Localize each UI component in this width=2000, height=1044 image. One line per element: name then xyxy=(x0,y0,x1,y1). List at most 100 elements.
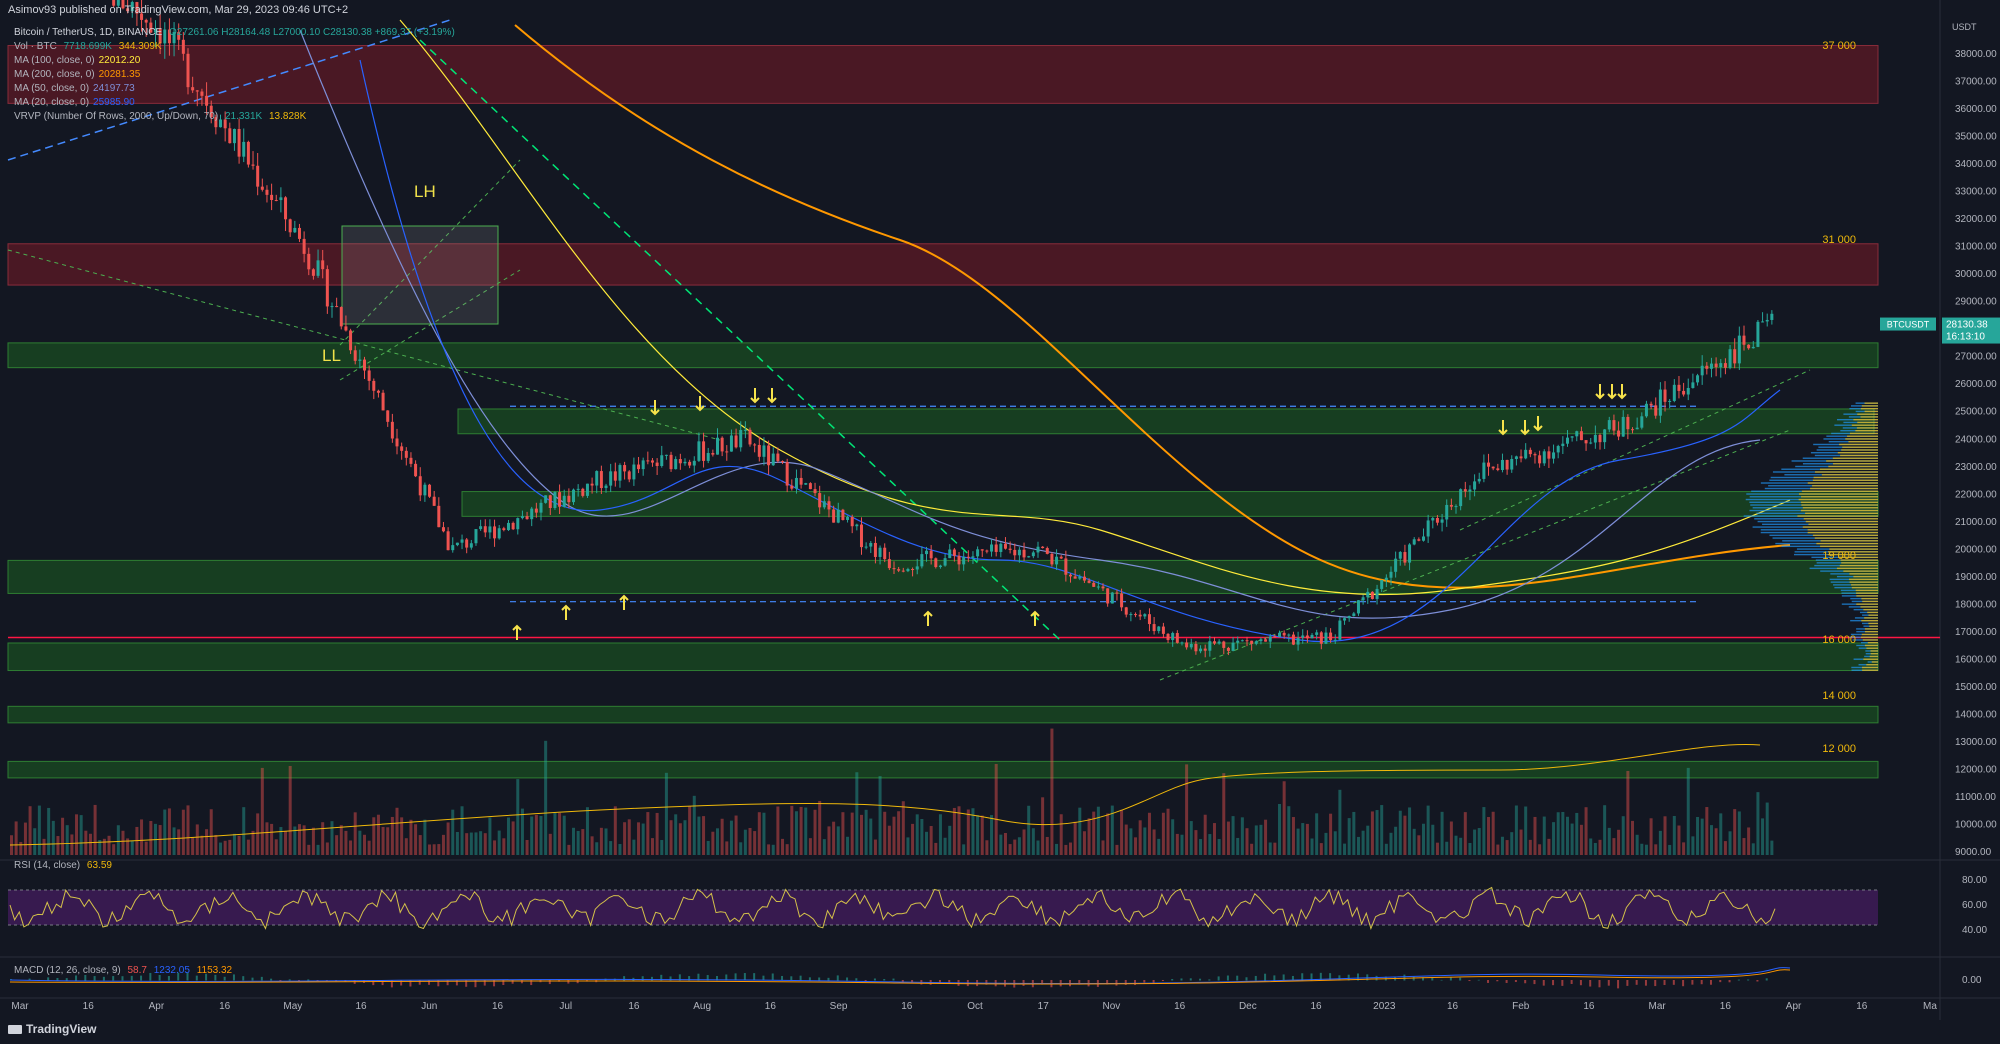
macd-bar xyxy=(1264,973,1267,981)
candle xyxy=(864,546,868,548)
candle xyxy=(581,488,585,496)
ma200-legend-row[interactable]: MA (200, close, 0) 20281.35 xyxy=(14,68,455,82)
profile-bar xyxy=(1820,540,1878,542)
candle xyxy=(479,526,483,530)
volume-bar xyxy=(1565,816,1569,855)
volume-bar xyxy=(502,838,506,855)
volume-bar xyxy=(906,837,910,855)
macd-bar xyxy=(1254,975,1257,981)
volume-bar xyxy=(251,830,255,855)
macd-legend[interactable]: MACD (12, 26, close, 9) 58.7 1232.05 115… xyxy=(14,965,232,976)
macd-bar xyxy=(948,980,951,984)
volume-bar xyxy=(1106,813,1110,855)
volume-bar xyxy=(1231,816,1235,855)
candle xyxy=(1621,416,1625,437)
price-tick-label: 25000.00 xyxy=(1955,407,1997,418)
volume-bar xyxy=(511,821,515,855)
macd-bar xyxy=(75,975,78,981)
ma50-legend-row[interactable]: MA (50, close, 0) 24197.73 xyxy=(14,82,455,96)
volume-bar xyxy=(581,829,585,855)
ma100-legend-row[interactable]: MA (100, close, 0) 22012.20 xyxy=(14,54,455,68)
volume-bar xyxy=(567,844,571,855)
candle xyxy=(688,461,692,466)
volume-bar xyxy=(609,841,613,855)
macd-bar xyxy=(186,972,189,981)
volume-bar xyxy=(1649,818,1653,855)
volume-bar xyxy=(1301,823,1305,855)
volume-bar xyxy=(1542,816,1546,855)
ma-value: 22012.20 xyxy=(98,55,141,66)
rsi-legend[interactable]: RSI (14, close) 63.59 xyxy=(14,860,112,871)
volume-bar xyxy=(1561,811,1565,855)
candle xyxy=(994,544,998,552)
candle xyxy=(1626,416,1630,430)
volume-bar xyxy=(1217,839,1221,855)
volume-bar xyxy=(1505,840,1509,855)
candle xyxy=(1366,591,1370,598)
candle xyxy=(627,471,631,480)
volume-bar xyxy=(1575,812,1579,855)
macd-bar xyxy=(1719,980,1722,983)
volume-bar xyxy=(479,831,483,855)
profile-bar xyxy=(1851,424,1878,426)
volume-bar xyxy=(660,840,664,855)
candle xyxy=(1528,449,1532,455)
macd-bar xyxy=(205,973,208,981)
candle xyxy=(1305,635,1309,639)
volume-bar xyxy=(497,830,501,855)
volume-bar xyxy=(172,827,176,855)
candle xyxy=(330,306,334,308)
vrvp-legend-row[interactable]: VRVP (Number Of Rows, 2000, Up/Down, 70)… xyxy=(14,110,455,124)
volume-bar xyxy=(618,844,622,855)
symbol-legend-row[interactable]: Bitcoin / TetherUS, 1D, BINANCE O27261.0… xyxy=(14,26,455,40)
profile-bar xyxy=(1851,586,1878,589)
macd-bar xyxy=(660,974,663,981)
macd-bar xyxy=(1589,980,1592,987)
candle xyxy=(1533,454,1537,456)
candle xyxy=(288,219,292,233)
price-tick-label: 37000.00 xyxy=(1955,76,1997,87)
price-tick-label: 26000.00 xyxy=(1955,379,1997,390)
volume-bar xyxy=(1078,807,1082,855)
candle xyxy=(1644,403,1648,417)
volume-bar xyxy=(576,830,580,855)
profile-bar xyxy=(1867,641,1878,644)
macd-bar xyxy=(1217,976,1220,981)
volume-bar xyxy=(325,842,329,855)
candle xyxy=(163,29,167,44)
volume-legend-row[interactable]: Vol · BTC 7718.699K 344.309K xyxy=(14,40,455,54)
tradingview-logo[interactable]: TradingView xyxy=(8,1022,96,1036)
candle xyxy=(1691,382,1695,388)
ohlc-values: O27261.06 H28164.48 L27000.10 C28130.38 … xyxy=(168,27,455,38)
candle xyxy=(1491,466,1495,469)
volume-bar xyxy=(1013,839,1017,855)
candle xyxy=(205,95,209,106)
candle xyxy=(1538,455,1542,464)
candle xyxy=(1352,613,1356,616)
macd-bar xyxy=(1449,977,1452,981)
volume-bar xyxy=(962,844,966,855)
price-tick-label: 11000.00 xyxy=(1955,792,1996,803)
volume-bar xyxy=(1408,807,1412,855)
macd-bar xyxy=(1477,979,1480,981)
macd-bar xyxy=(1552,980,1555,986)
macd-bar xyxy=(493,980,496,987)
ma20-legend-row[interactable]: MA (20, close, 0) 25985.90 xyxy=(14,96,455,110)
candle xyxy=(1677,384,1681,391)
volume-bar xyxy=(767,844,771,855)
volume-bar xyxy=(1621,816,1625,855)
candle xyxy=(153,28,157,33)
volume-bar xyxy=(1696,816,1700,855)
candle xyxy=(1505,459,1509,470)
candle xyxy=(925,550,929,555)
profile-bar xyxy=(1849,573,1878,575)
volume-bar xyxy=(1226,821,1230,855)
volume-bar xyxy=(455,831,459,855)
macd-bar xyxy=(437,980,440,987)
price-tick-label: 36000.00 xyxy=(1955,104,1997,115)
candle xyxy=(813,489,817,494)
volume-bar xyxy=(655,812,659,855)
volume-bar xyxy=(409,819,413,855)
candle xyxy=(753,444,757,446)
